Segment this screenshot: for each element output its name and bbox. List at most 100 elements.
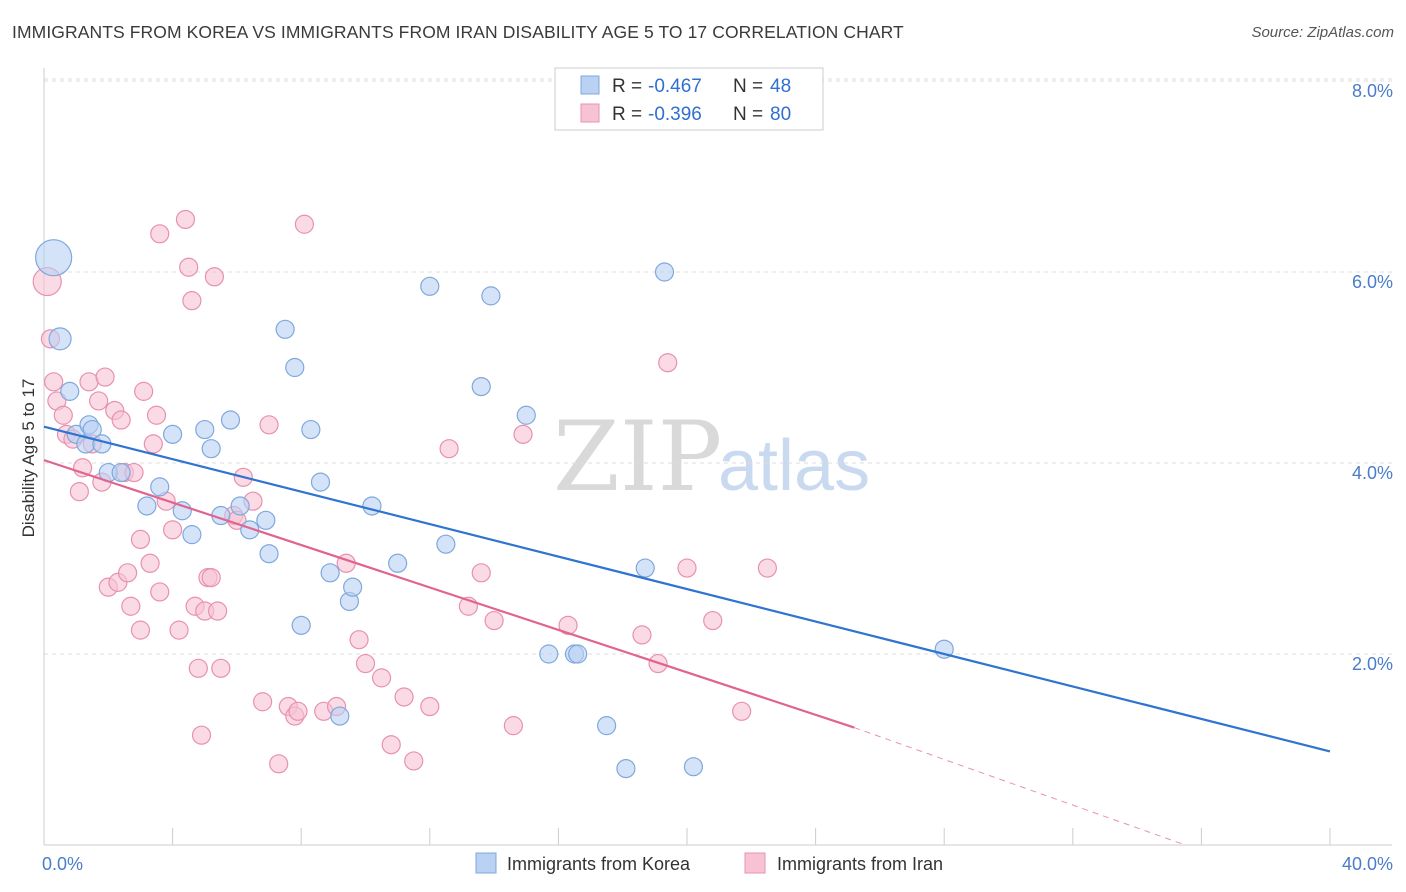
korea-point xyxy=(362,496,382,516)
iran-point xyxy=(169,620,189,640)
iran-point xyxy=(371,668,392,688)
korea-point xyxy=(220,410,241,430)
korea-point xyxy=(330,706,350,726)
iran-point xyxy=(69,482,89,502)
iran-point xyxy=(757,558,777,578)
iran-point xyxy=(732,701,752,721)
korea-point xyxy=(516,405,536,425)
korea-point xyxy=(616,758,636,779)
korea-point xyxy=(420,276,440,296)
iran-point xyxy=(503,716,523,736)
korea-point xyxy=(35,239,73,277)
iran-point xyxy=(182,291,202,311)
korea-point xyxy=(150,477,170,497)
y-tick-label-2: 6.0% xyxy=(1352,272,1393,292)
x-tick-label-0: 0.0% xyxy=(42,854,83,874)
iran-point xyxy=(146,405,167,425)
iran-point xyxy=(404,751,424,771)
gridlines xyxy=(44,78,1392,655)
iran-point xyxy=(89,391,109,411)
korea-point xyxy=(320,563,340,583)
iran-point xyxy=(349,630,369,650)
iran-point xyxy=(150,582,170,602)
iran-point xyxy=(658,353,678,373)
iran-point xyxy=(703,610,723,631)
iran-point xyxy=(175,209,196,230)
korea-point xyxy=(111,462,131,483)
iran-point xyxy=(130,620,151,640)
iran-point xyxy=(117,563,138,583)
y-tick-label-0: 2.0% xyxy=(1352,654,1393,674)
korea-point xyxy=(343,577,363,597)
legend-iran-r-label: R = xyxy=(612,104,642,125)
y-tick-labels: 2.0% 4.0% 6.0% 8.0% xyxy=(1352,81,1393,674)
korea-point xyxy=(683,757,704,777)
source-label: Source: ZipAtlas.com xyxy=(1251,24,1394,41)
y-tick-label-3: 8.0% xyxy=(1352,81,1393,101)
legend-korea-r-value: -0.467 xyxy=(648,76,702,97)
iran-point xyxy=(179,257,199,277)
korea-point xyxy=(163,424,183,444)
iran-point xyxy=(130,529,151,550)
x-tick-label-1: 40.0% xyxy=(1342,854,1393,874)
top-legend: R = -0.467 N = 48 R = -0.396 N = 80 xyxy=(554,67,824,131)
watermark-atlas: atlas xyxy=(718,426,870,506)
iran-point xyxy=(632,625,652,645)
legend-korea-n-label: N = xyxy=(733,76,763,97)
legend-box xyxy=(554,67,824,131)
iran-point xyxy=(79,372,99,392)
iran-point xyxy=(143,434,163,454)
iran-point xyxy=(471,563,491,583)
iran-point xyxy=(355,653,376,674)
iran-points xyxy=(32,209,777,774)
legend-iran-r-value: -0.396 xyxy=(648,104,702,125)
iran-point xyxy=(150,224,170,244)
iran-point xyxy=(513,424,533,444)
legend-swatch-iran xyxy=(580,103,600,123)
y-axis-label: Disability Age 5 to 17 xyxy=(19,379,38,538)
korea-point xyxy=(654,262,675,282)
korea-point xyxy=(285,357,305,378)
iran-point xyxy=(253,692,273,712)
korea-point xyxy=(310,472,331,492)
axes xyxy=(43,68,1392,846)
korea-point xyxy=(230,496,250,516)
iran-point xyxy=(677,558,697,578)
korea-point xyxy=(48,327,72,351)
legend-iran-n-value: 80 xyxy=(770,104,791,125)
bottom-legend: Immigrants from Korea Immigrants from Ir… xyxy=(475,852,943,874)
korea-point xyxy=(60,381,80,401)
korea-point xyxy=(182,525,202,545)
iran-point xyxy=(439,439,459,459)
korea-point xyxy=(597,716,617,736)
iran-point xyxy=(269,754,289,774)
legend-swatch-korea xyxy=(580,75,600,95)
korea-point xyxy=(481,286,501,306)
chart-title: IMMIGRANTS FROM KOREA VS IMMIGRANTS FROM… xyxy=(12,22,904,42)
iran-point xyxy=(484,610,504,631)
trend-lines xyxy=(43,425,1331,846)
korea-trend-line xyxy=(43,425,1331,753)
iran-point xyxy=(163,520,183,540)
iran-point xyxy=(259,415,279,435)
korea-point xyxy=(259,544,279,564)
bottom-legend-swatch-korea xyxy=(475,852,497,874)
korea-point xyxy=(256,510,276,530)
iran-point xyxy=(53,405,73,425)
iran-point xyxy=(188,658,208,678)
iran-point xyxy=(558,615,578,635)
iran-point xyxy=(288,701,308,721)
korea-point xyxy=(301,419,321,440)
korea-point xyxy=(635,558,655,578)
iran-point xyxy=(140,553,160,573)
korea-point xyxy=(240,520,260,540)
bottom-legend-iran: Immigrants from Iran xyxy=(777,854,943,874)
watermark-zip: ZIP xyxy=(553,401,722,513)
y-tick-label-1: 4.0% xyxy=(1352,463,1393,483)
iran-point xyxy=(121,596,141,616)
korea-point xyxy=(137,496,157,516)
korea-point xyxy=(275,319,295,339)
iran-point xyxy=(420,696,440,717)
korea-points xyxy=(35,239,954,779)
